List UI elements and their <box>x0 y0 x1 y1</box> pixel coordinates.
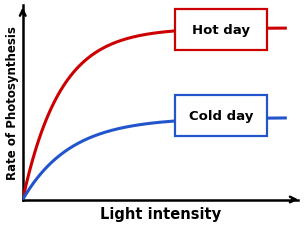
FancyBboxPatch shape <box>175 10 267 51</box>
Text: Cold day: Cold day <box>189 110 253 123</box>
X-axis label: Light intensity: Light intensity <box>100 207 221 222</box>
Y-axis label: Rate of Photosynthesis: Rate of Photosynthesis <box>5 26 19 179</box>
Text: Hot day: Hot day <box>192 24 250 37</box>
FancyBboxPatch shape <box>175 96 267 137</box>
